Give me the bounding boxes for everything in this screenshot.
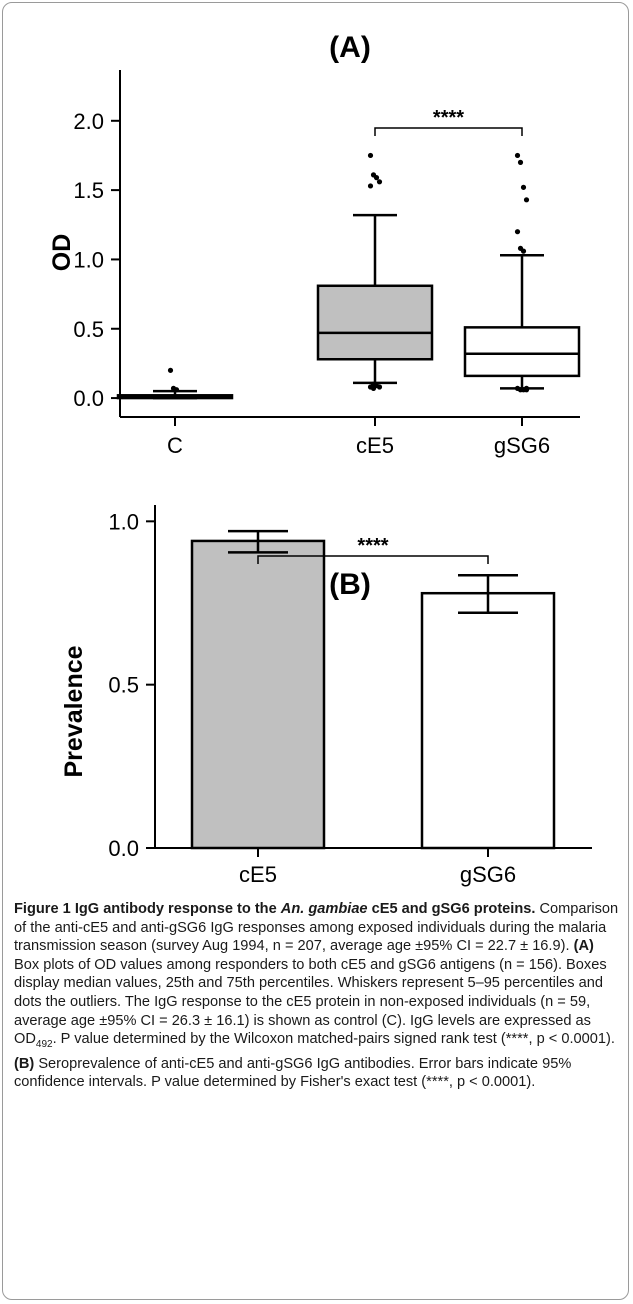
panel-a-title: (A) (329, 31, 371, 64)
caption-label-a: (A) (573, 938, 594, 955)
panel-a-box-cE5 (316, 284, 434, 361)
panel-b-x-tick-label: gSG6 (460, 862, 516, 887)
panel-a-x-tick-label: gSG6 (494, 433, 550, 458)
panel-a-y-tick-label: 0.5 (73, 317, 104, 342)
panel-a-significance-bracket (374, 127, 523, 136)
caption-species: An. gambiae (280, 901, 368, 917)
panel-a-significance-label: **** (433, 107, 464, 129)
panel-a-outlier-point (520, 184, 527, 190)
panel-b-bar-cE5 (190, 539, 326, 850)
caption-label-b: (B) (14, 1055, 35, 1072)
panel-b-significance-bracket (257, 555, 489, 564)
figure-charts: (A) 0.0 0.5 1.0 1.5 2.0 OD C cE5 gSG6 **** (B) 0.0 0.… (48, 31, 592, 887)
panel-b-x-tick-label: cE5 (239, 862, 277, 887)
panel-a-y-tick-label: 1.0 (73, 247, 104, 272)
panel-a-x-tick-label: cE5 (356, 433, 394, 458)
panel-a-x-tick-label: C (167, 433, 183, 458)
panel-b-y-tick-label: 1.0 (108, 509, 139, 534)
panel-a-outlier-point (370, 385, 377, 391)
caption-text-3: . P value determined by the Wilcoxon mat… (52, 1031, 615, 1048)
panel-a-outlier-point (376, 179, 383, 185)
panel-b-y-tick-label: 0.5 (108, 673, 139, 698)
caption-text-1: Comparison of the anti-cE5 and anti-gSG6… (14, 901, 619, 955)
caption-text-2: Box plots of OD values among responders … (14, 956, 607, 1048)
panel-a-outlier-point (376, 384, 383, 390)
panel-a-outlier-point (514, 152, 521, 159)
panel-a-outlier-point (514, 229, 521, 235)
panel-a-outlier-point (367, 183, 374, 189)
panel-a-y-tick-label: 2.0 (73, 109, 104, 134)
panel-a-outlier-point (167, 367, 174, 373)
panel-a-y-tick-label: 0.0 (73, 386, 104, 411)
panel-a-outlier-point (373, 175, 380, 181)
panel-a-outlier-point (367, 152, 374, 159)
panel-a-y-axis-label: OD (48, 234, 76, 272)
panel-b-significance-label: **** (357, 535, 388, 557)
panel-b-bar-gSG6 (420, 591, 556, 850)
caption-od-subscript: 492 (35, 1039, 53, 1051)
panel-a-outlier-point (520, 248, 527, 254)
panel-a-y-tick-label: 1.5 (73, 178, 104, 203)
panel-a-box-gSG6 (463, 326, 581, 378)
panel-a-outlier-point (173, 387, 180, 393)
panel-b-y-axis-label: Prevalence (60, 645, 88, 777)
panel-a-outlier-point (523, 197, 530, 203)
panel-a-outlier-point (523, 387, 530, 393)
caption-text-4: Seroprevalence of anti-cE5 and anti-gSG6… (14, 1055, 572, 1091)
panel-b-title: (B) (329, 568, 371, 601)
panel-a-outlier-point (517, 159, 524, 165)
panel-b-y-tick-label: 0.0 (108, 836, 139, 861)
caption-title: Figure 1 IgG antibody response to the An… (14, 901, 536, 917)
figure-caption: Figure 1 IgG antibody response to the An… (14, 900, 619, 1092)
